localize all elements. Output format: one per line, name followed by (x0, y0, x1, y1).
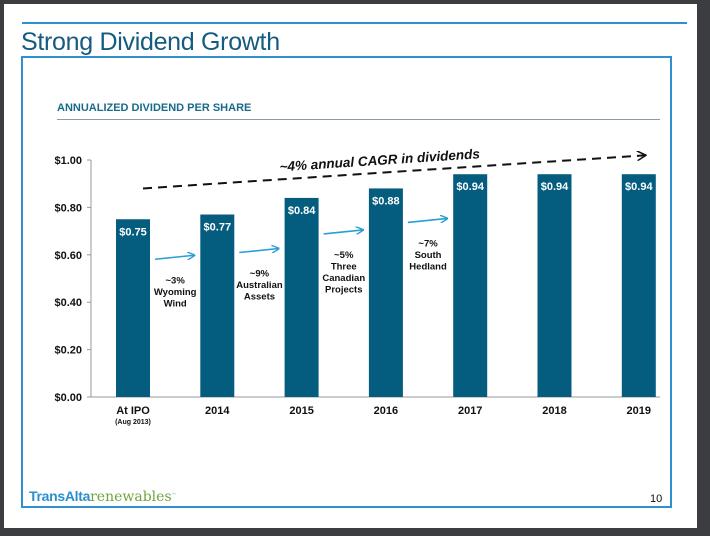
growth-annotation-text: Canadian (322, 273, 365, 284)
bar-data-label: $0.84 (288, 205, 316, 217)
bar (200, 214, 235, 397)
growth-annotation-text: ~9% (250, 269, 270, 280)
growth-annotation-text: Assets (244, 292, 275, 303)
bar (621, 174, 656, 397)
growth-annotation-text: ~5% (334, 250, 354, 261)
growth-annotation-text: Australian (236, 280, 283, 291)
y-tick-label: $0.40 (54, 297, 82, 309)
growth-annotation-text: Wyoming (154, 287, 197, 298)
growth-arrow (239, 249, 278, 254)
page-number: 10 (650, 493, 663, 505)
x-tick-label: 2019 (627, 405, 651, 417)
logo-transalta: TransAlta (29, 488, 91, 504)
bar (537, 174, 572, 397)
chart-subtitle: ANNUALIZED DIVIDEND PER SHARE (57, 102, 252, 114)
x-tick-sublabel: (Aug 2013) (115, 419, 151, 426)
growth-annotation-text: Three (331, 261, 357, 272)
y-tick-label: $1.00 (54, 155, 82, 167)
growth-arrow (407, 218, 447, 224)
y-tick-label: $0.80 (54, 202, 82, 214)
growth-annotation-text: ~7% (418, 238, 438, 249)
transalta-logo: TransAltarenewables™ (29, 488, 176, 505)
growth-annotation-text: South (415, 250, 442, 261)
growth-annotation-text: ~3% (166, 275, 186, 286)
growth-annotation-text: Wind (164, 298, 187, 309)
growth-annotation-text: Hedland (409, 261, 447, 272)
title-rule (22, 22, 687, 24)
content-frame (21, 56, 672, 508)
bar-data-label: $0.94 (456, 181, 484, 193)
y-tick-label: $0.60 (54, 250, 82, 262)
x-tick-label: 2016 (374, 405, 398, 417)
y-tick-label: $0.00 (54, 392, 82, 404)
bar (368, 188, 403, 397)
bar (453, 174, 488, 397)
slide-title: Strong Dividend Growth (21, 28, 280, 56)
cagr-annotation-label: ~4% annual CAGR in dividends (279, 146, 481, 174)
bar-data-label: $0.77 (204, 222, 232, 234)
y-tick-label: $0.20 (54, 345, 82, 357)
growth-annotation-text: Projects (325, 284, 363, 295)
bar (284, 197, 319, 397)
bar-data-label: $0.75 (119, 226, 147, 238)
growth-arrow (154, 255, 194, 261)
logo-trademark: ™ (171, 491, 176, 497)
x-tick-label: 2015 (289, 405, 313, 417)
logo-renewables: renewables (90, 489, 172, 505)
bar (116, 219, 150, 397)
bar-data-label: $0.94 (541, 181, 569, 193)
bar-data-label: $0.94 (625, 181, 653, 193)
x-tick-label: 2018 (542, 405, 566, 417)
x-tick-label: At IPO (116, 405, 150, 417)
x-tick-label: 2014 (205, 405, 230, 417)
cagr-trend-arrow (142, 155, 646, 190)
subtitle-rule (57, 119, 660, 120)
bar-data-label: $0.88 (372, 195, 400, 207)
x-tick-label: 2017 (458, 405, 482, 417)
growth-arrow (323, 230, 363, 235)
